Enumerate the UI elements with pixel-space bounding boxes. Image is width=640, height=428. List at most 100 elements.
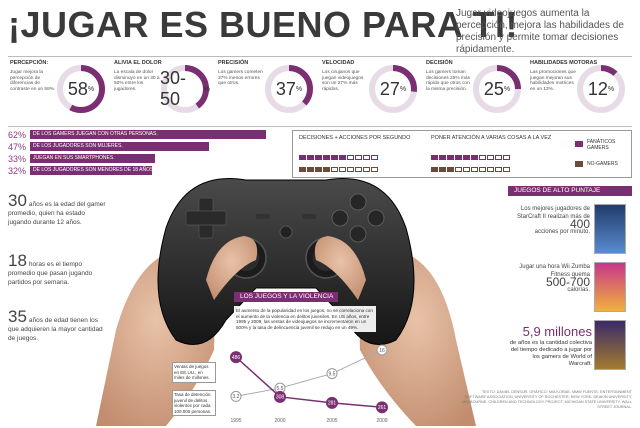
crime-point: 281 <box>326 396 338 409</box>
decisions-panel: DECISIONES + ACCIONES POR SEGUNDO PONER … <box>292 130 632 178</box>
warcraft-text: de años es la cantidad colectiva del tie… <box>509 340 592 367</box>
attention-non-squares <box>431 159 511 177</box>
square-mark <box>331 167 338 172</box>
square-mark <box>307 167 314 172</box>
fact-number: 30 <box>8 191 27 210</box>
legend-non: NO-GAMERS <box>587 161 618 167</box>
percent-number: 47% <box>8 141 27 152</box>
stat-item: DECISIÓN Los gamers toman decisiones 25% … <box>424 60 528 124</box>
zumba-thumbnail <box>594 262 626 312</box>
square-mark <box>439 167 446 172</box>
item-number: 400 <box>569 217 590 231</box>
stat-ring <box>369 65 417 113</box>
percent-bar-row: 62% DE LOS GAMERS JUEGAN CON OTRAS PERSON… <box>8 130 266 140</box>
stat-text: Los gamers toman decisiones 25% más rápi… <box>426 70 470 92</box>
x-tick-label: 1995 <box>230 418 241 424</box>
violence-title: LOS JUEGOS Y LA VIOLENCIA <box>234 292 338 302</box>
square-mark <box>463 155 470 160</box>
attention-gamers-squares <box>431 147 511 165</box>
square-mark <box>315 167 322 172</box>
stat-item: PERCEPCIÓN: Jugar mejora la percepción de… <box>8 60 112 124</box>
divider <box>8 126 632 127</box>
percent-bar: JUEGAN EN SUS SMARTPHONES. <box>30 154 155 163</box>
decisions-label: DECISIONES + ACCIONES POR SEGUNDO <box>299 135 411 141</box>
item-number: 500-700 <box>545 275 590 289</box>
violence-chart: 3.2 5.5 9.5 16 486 308 281 261 1995 2000 2005 2009 <box>230 344 388 424</box>
square-mark <box>431 155 438 160</box>
fact-number: 18 <box>8 251 27 270</box>
stat-label: VELOCIDAD <box>322 60 355 66</box>
crime-label: 281 <box>328 401 337 407</box>
decisions-non-squares <box>299 159 379 177</box>
legend-non-swatch <box>575 161 583 167</box>
sales-label: 16 <box>379 348 385 354</box>
square-mark <box>347 155 354 160</box>
crime-point: 261 <box>376 401 388 414</box>
square-mark <box>447 155 454 160</box>
square-mark <box>479 167 486 172</box>
stat-text: Los cirujanos que juegan videojuegos son… <box>322 70 364 92</box>
stat-ring <box>577 65 625 113</box>
item-after: acciones por minuto. <box>534 228 590 235</box>
fact-text: horas es el tiempo promedio que pasan ju… <box>8 261 93 286</box>
x-tick-label: 2000 <box>274 418 285 424</box>
stat-value: 58% <box>67 78 95 99</box>
percent-bar: DE LOS GAMERS JUEGAN CON OTRAS PERSONAS. <box>30 130 266 139</box>
square-mark <box>479 155 486 160</box>
square-mark <box>299 167 306 172</box>
stat-ring <box>57 65 105 113</box>
square-mark <box>331 155 338 160</box>
square-mark <box>371 155 378 160</box>
square-mark <box>371 167 378 172</box>
item-after: calorías. <box>567 286 590 293</box>
square-mark <box>323 155 330 160</box>
stat-text: Jugar mejora la percepción de diferencia… <box>10 70 56 92</box>
stat-item: HABILIDADES MOTORAS Las promociones que j… <box>528 60 632 124</box>
percent-bar-row: 47% DE LOS JUGADORES SON MUJERES. <box>8 141 209 152</box>
square-mark <box>455 155 462 160</box>
fact-number: 35 <box>8 307 27 326</box>
legend-sales: Ventas de juegos en EE.UU., en miles de … <box>172 362 216 383</box>
sales-point: 9.5 <box>326 368 338 380</box>
warcraft-number: 5,9 millones <box>522 324 592 339</box>
stat-value: 27% <box>379 78 407 99</box>
stat-value: 37% <box>275 78 303 99</box>
stat-ring <box>161 65 209 113</box>
alto-puntaje-item: Jugar una hora Wii Zumba Fitness quema 50… <box>508 264 590 294</box>
square-mark <box>363 155 370 160</box>
item-text: Los mejores jugadores de StarCraft II re… <box>516 206 590 220</box>
square-mark <box>487 155 494 160</box>
square-mark <box>463 167 470 172</box>
percent-bar: DE LOS JUGADORES SON MUJERES. <box>30 142 209 151</box>
stat-item: VELOCIDAD Los cirujanos que juegan videoj… <box>320 60 424 124</box>
stat-value: 12% <box>587 78 615 99</box>
square-mark <box>439 155 446 160</box>
stat-text: Las promociones que juegan mejoran sus h… <box>530 70 576 92</box>
stat-value: 25% <box>483 78 511 99</box>
item-text: Jugar una hora Wii Zumba Fitness quema <box>519 264 590 278</box>
percent-bar-row: 33% JUEGAN EN SUS SMARTPHONES. <box>8 154 155 164</box>
violence-text: El aumento de la popularidad en los jueg… <box>234 306 376 333</box>
square-mark <box>471 167 478 172</box>
legend-gamers: FANÁTICOS GAMERS <box>587 139 616 151</box>
stat-label: DECISIÓN <box>426 60 453 66</box>
stat-item: ALIVIA EL DOLOR La escala de dolor dismin… <box>112 60 216 124</box>
square-mark <box>503 167 510 172</box>
stat-text: La escala de dolor disminuyó en un 30 a … <box>114 70 160 92</box>
square-mark <box>471 155 478 160</box>
stat-label: ALIVIA EL DOLOR <box>114 60 162 66</box>
crime-point: 486 <box>230 351 242 364</box>
stat-label: PERCEPCIÓN: <box>10 60 49 66</box>
square-mark <box>299 155 306 160</box>
fact-text: años es la edad del gamer promedio, quie… <box>8 201 106 226</box>
alto-puntaje-item: Los mejores jugadores de StarCraft II re… <box>508 206 590 236</box>
square-mark <box>487 167 494 172</box>
stat-label: HABILIDADES MOTORAS <box>530 60 598 66</box>
left-fact: 35 años de edad tienen los que adquieren … <box>8 308 108 343</box>
sales-point: 3.2 <box>230 390 242 402</box>
sales-point: 16 <box>376 344 388 356</box>
sales-label: 3.2 <box>233 394 240 400</box>
square-mark <box>503 155 510 160</box>
square-mark <box>495 167 502 172</box>
square-mark <box>495 155 502 160</box>
